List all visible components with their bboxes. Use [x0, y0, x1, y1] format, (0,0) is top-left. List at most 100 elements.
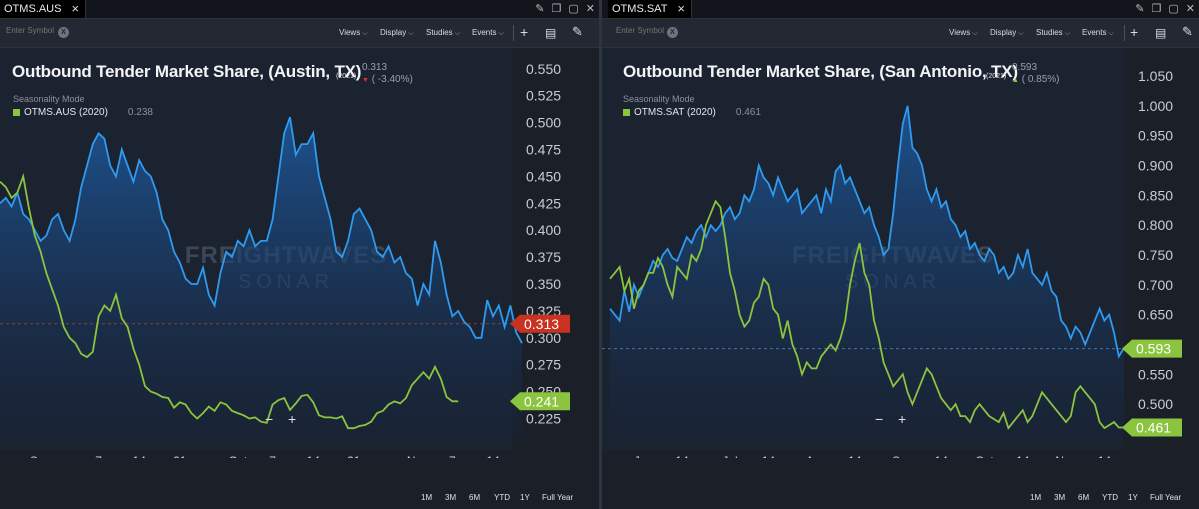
- y-tick-label: 1.000: [1138, 98, 1173, 114]
- x-tick-label: 14: [675, 454, 689, 458]
- up-arrow-icon: ▲: [1012, 77, 1019, 84]
- chart-plot-san-antonio[interactable]: FREIGHTWAVESSONAR0.5000.5500.6000.6500.7…: [602, 48, 1199, 458]
- range-1m-button[interactable]: 1M: [1030, 493, 1042, 502]
- tab-otms-aus[interactable]: OTMS.AUS ×: [0, 0, 87, 18]
- y-tick-label: 0.850: [1138, 187, 1173, 203]
- chart-plot-austin[interactable]: FREIGHTWAVESSONAR0.2250.2500.2750.3000.3…: [0, 48, 599, 458]
- x-tick-label: Jun: [634, 454, 653, 458]
- studies-menu[interactable]: Studies ⌵: [1036, 28, 1070, 37]
- y-tick-label: 0.425: [526, 195, 561, 211]
- x-tick-label: Sep: [892, 454, 914, 458]
- display-menu[interactable]: Display ⌵: [990, 28, 1024, 37]
- display-menu[interactable]: Display ⌵: [380, 28, 414, 37]
- current-value: 0.593: [1012, 62, 1038, 73]
- range-ytd-button[interactable]: YTD: [494, 493, 510, 502]
- draw-icon[interactable]: ✎: [1182, 24, 1193, 39]
- tab-close-icon[interactable]: ×: [677, 1, 686, 16]
- views-menu[interactable]: Views ⌵: [339, 28, 368, 37]
- crosshair-icon[interactable]: +: [520, 24, 529, 40]
- crosshair-icon[interactable]: +: [1130, 24, 1139, 40]
- tab-label: OTMS.SAT: [612, 3, 668, 15]
- y-tick-label: 0.375: [526, 249, 561, 265]
- maximize-icon[interactable]: ▢: [1168, 3, 1179, 15]
- seasonal-series-line: [609, 199, 1124, 430]
- events-menu[interactable]: Events ⌵: [472, 28, 504, 37]
- studies-menu[interactable]: Studies ⌵: [426, 28, 460, 37]
- x-tick-label: Nov: [1055, 454, 1076, 458]
- symbol-input[interactable]: [4, 25, 96, 36]
- zoom-in-button[interactable]: +: [288, 411, 297, 427]
- range-full-year-button[interactable]: Full Year: [1150, 493, 1182, 502]
- main-series-area: [610, 105, 1124, 441]
- toolbar-divider: [513, 25, 514, 41]
- chevron-down-icon: ⌵: [1018, 30, 1024, 37]
- x-tick-label: Jul: [722, 454, 737, 458]
- main-value-badge: 0.313: [510, 314, 570, 333]
- range-6m-button[interactable]: 6M: [469, 493, 481, 502]
- x-tick-label: Oct: [228, 454, 247, 458]
- copy-icon[interactable]: ❐: [551, 3, 562, 15]
- seasonal-value-badge-shape: [510, 392, 570, 411]
- x-tick-label: 14: [133, 454, 147, 458]
- y-tick-label: 0.500: [1138, 396, 1173, 412]
- zoom-out-button[interactable]: −: [265, 411, 274, 427]
- views-menu[interactable]: Views ⌵: [949, 28, 978, 37]
- pencil-icon[interactable]: ✎: [1135, 3, 1145, 15]
- zoom-in-button[interactable]: +: [898, 411, 907, 427]
- chevron-down-icon: ⌵: [1108, 30, 1114, 37]
- x-tick-label: 14: [848, 454, 862, 458]
- symbol-clear-button[interactable]: X: [58, 27, 69, 38]
- copy-icon[interactable]: ❐: [1151, 3, 1162, 15]
- x-tick-label: 14: [762, 454, 776, 458]
- comment-icon[interactable]: ▤: [1155, 26, 1167, 40]
- seasonal-value-badge-text: 0.241: [524, 393, 559, 409]
- chevron-down-icon: ⌵: [454, 30, 460, 37]
- chart-panel-san-antonio: OTMS.SAT × ✎ ❐ ▢ ✕ X Views⌵ Display⌵ Stu…: [602, 0, 1199, 509]
- panel-divider[interactable]: [599, 0, 602, 509]
- range-6m-button[interactable]: 6M: [1078, 493, 1090, 502]
- x-tick-label: 7: [449, 454, 456, 458]
- legend-value: 0.461: [735, 107, 761, 118]
- range-selector: 1M 3M 6M YTD 1Y Full Year: [602, 489, 1199, 509]
- x-tick-label: Sep: [30, 454, 52, 458]
- tab-close-icon[interactable]: ×: [71, 1, 80, 16]
- y-tick-label: 0.500: [526, 115, 561, 131]
- range-1y-button[interactable]: 1Y: [520, 493, 530, 502]
- range-3m-button[interactable]: 3M: [1054, 493, 1066, 502]
- close-icon[interactable]: ✕: [1185, 3, 1195, 15]
- y-tick-label: 0.550: [526, 61, 561, 77]
- maximize-icon[interactable]: ▢: [568, 3, 579, 15]
- draw-icon[interactable]: ✎: [572, 24, 583, 39]
- tab-otms-sat[interactable]: OTMS.SAT ×: [608, 0, 693, 18]
- y-tick-label: 0.950: [1138, 128, 1173, 144]
- pencil-icon[interactable]: ✎: [535, 3, 545, 15]
- x-tick-label: Oct: [975, 454, 994, 458]
- legend-label: OTMS.AUS (2020): [24, 107, 108, 118]
- down-arrow-icon: ▼: [362, 77, 369, 84]
- toolbar-divider: [1124, 25, 1125, 41]
- window-controls: ✎ ❐ ▢ ✕: [1135, 0, 1195, 18]
- zoom-out-button[interactable]: −: [875, 411, 884, 427]
- range-1y-button[interactable]: 1Y: [1128, 493, 1138, 502]
- tab-bar: OTMS.AUS × ✎ ❐ ▢ ✕: [0, 0, 599, 19]
- chart-toolbar: X Views⌵ Display⌵ Studies⌵ Events⌵ + ▤ ✎: [602, 19, 1199, 48]
- comment-icon[interactable]: ▤: [545, 26, 557, 40]
- events-menu[interactable]: Events ⌵: [1082, 28, 1114, 37]
- range-ytd-button[interactable]: YTD: [1102, 493, 1118, 502]
- x-tick-label: 14: [1098, 454, 1112, 458]
- legend-item[interactable]: OTMS.SAT (2020) 0.461: [623, 107, 761, 118]
- y-tick-label: 0.525: [526, 88, 561, 104]
- range-selector: 1M 3M 6M YTD 1Y Full Year: [0, 489, 599, 509]
- range-3m-button[interactable]: 3M: [445, 493, 457, 502]
- x-tick-label: 14: [1016, 454, 1030, 458]
- range-full-year-button[interactable]: Full Year: [542, 493, 574, 502]
- legend-item[interactable]: OTMS.AUS (2020) 0.238: [13, 107, 153, 118]
- symbol-clear-button[interactable]: X: [667, 27, 678, 38]
- chart-panel-austin: OTMS.AUS × ✎ ❐ ▢ ✕ X Views⌵ Display⌵ Stu…: [0, 0, 599, 509]
- symbol-input[interactable]: [614, 25, 706, 36]
- chevron-down-icon: ⌵: [1064, 30, 1070, 37]
- seasonal-series-line: [0, 172, 459, 430]
- close-icon[interactable]: ✕: [585, 3, 595, 15]
- chevron-down-icon: ⌵: [362, 30, 368, 37]
- range-1m-button[interactable]: 1M: [421, 493, 433, 502]
